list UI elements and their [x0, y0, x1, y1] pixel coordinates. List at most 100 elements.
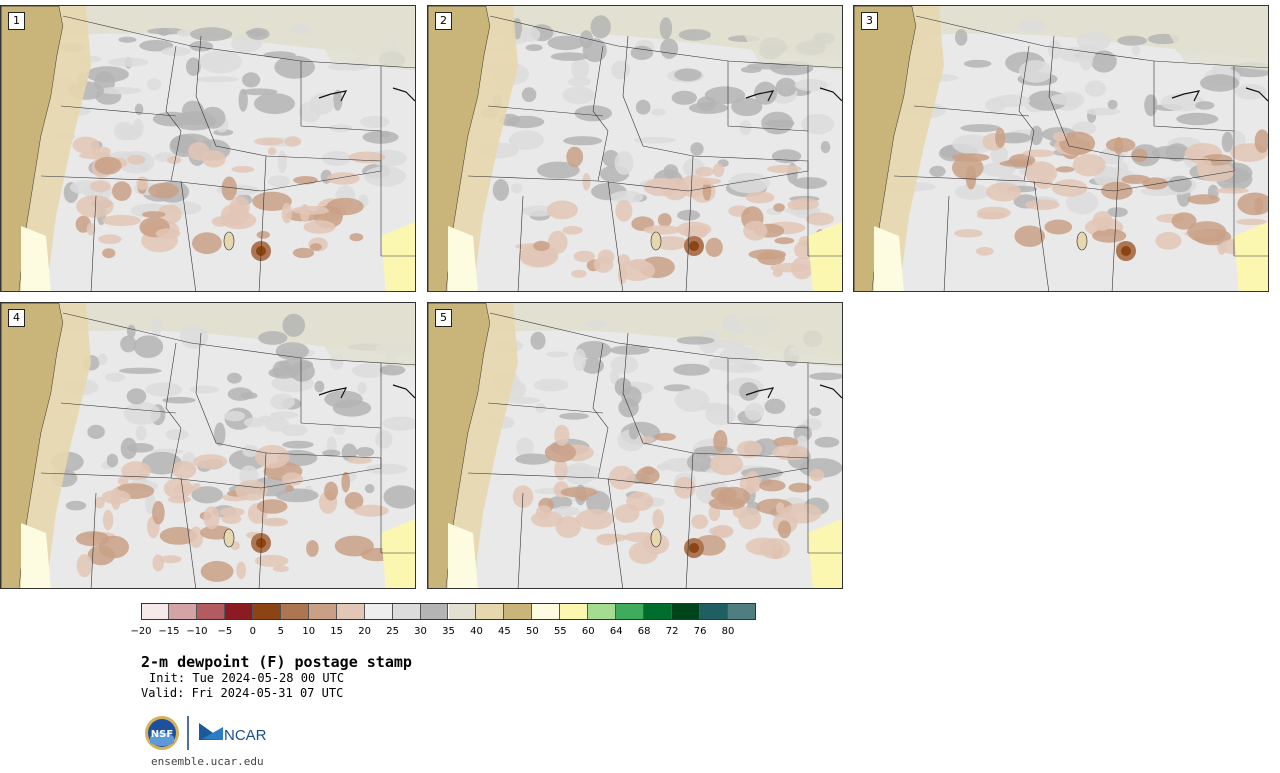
- state-boundary: [195, 35, 267, 157]
- colorbar-tick-label: −15: [158, 626, 180, 637]
- dewpoint-patch: [1171, 212, 1197, 230]
- dewpoint-patch: [546, 200, 578, 220]
- dewpoint-patch: [506, 115, 545, 129]
- lake: [223, 528, 235, 548]
- dewpoint-patch: [687, 452, 713, 472]
- dewpoint-patch: [659, 17, 673, 40]
- state-boundary: [487, 105, 604, 117]
- dewpoint-patch: [1176, 112, 1219, 126]
- dewpoint-patch: [535, 403, 546, 414]
- dewpoint-patch: [357, 382, 367, 395]
- dewpoint-patch: [663, 384, 691, 392]
- dewpoint-patch: [349, 233, 364, 242]
- dewpoint-patch: [190, 27, 233, 42]
- dewpoint-patch: [772, 444, 810, 461]
- state-boundary: [1018, 45, 1035, 182]
- dewpoint-patch: [1072, 154, 1106, 177]
- dewpoint-patch: [263, 51, 296, 59]
- region-fill: [301, 303, 415, 368]
- dewpoint-patch: [739, 120, 752, 136]
- dewpoint-patch: [814, 436, 840, 448]
- dewpoint-patch: [533, 378, 569, 392]
- dewpoint-patch: [1236, 218, 1267, 226]
- dewpoint-patch: [102, 509, 114, 531]
- state-boundary: [517, 492, 524, 588]
- dewpoint-patch: [695, 166, 714, 177]
- dewpoint-patch: [333, 89, 343, 111]
- dewpoint-patch: [1107, 207, 1128, 218]
- dewpoint-patch: [1048, 40, 1062, 60]
- dewpoint-patch: [1079, 49, 1093, 71]
- dewpoint-patch: [375, 430, 393, 449]
- lake: [650, 528, 662, 548]
- dewpoint-patch: [614, 151, 634, 175]
- dewpoint-patch: [573, 348, 587, 372]
- dewpoint-patch: [1168, 175, 1192, 193]
- colorbar-tick-label: 20: [358, 626, 371, 637]
- dewpoint-patch: [678, 29, 711, 41]
- dewpoint-patch: [281, 424, 308, 437]
- dewpoint-patch: [270, 393, 295, 410]
- dewpoint-patch: [820, 141, 831, 154]
- dewpoint-patch: [654, 236, 688, 251]
- dewpoint-patch: [203, 506, 220, 530]
- dewpoint-patch: [72, 136, 100, 154]
- dewpoint-patch: [254, 93, 295, 115]
- colorbar-cell: [448, 603, 477, 620]
- state-boundary: [165, 45, 182, 182]
- dewpoint-patch: [1084, 80, 1107, 97]
- dewpoint-patch: [626, 491, 654, 512]
- dewpoint-patch: [192, 483, 201, 490]
- moist-area: [1234, 221, 1268, 291]
- dewpoint-patch: [582, 173, 591, 191]
- state-boundary: [1111, 155, 1120, 291]
- state-boundary: [592, 45, 609, 182]
- map-panel-5: 5: [427, 302, 843, 589]
- dewpoint-patch: [351, 363, 389, 378]
- moist-area: [808, 221, 842, 291]
- dewpoint-patch: [963, 59, 992, 68]
- dry-core-center: [1121, 246, 1131, 256]
- dewpoint-patch: [281, 472, 303, 486]
- dewpoint-patch: [683, 225, 708, 240]
- dewpoint-patch: [739, 382, 759, 401]
- dewpoint-patch: [293, 176, 318, 185]
- dewpoint-patch: [242, 72, 261, 88]
- dry-core-center: [689, 241, 699, 251]
- dewpoint-patch: [227, 372, 242, 384]
- dewpoint-patch: [801, 113, 835, 135]
- dewpoint-patch: [189, 385, 220, 394]
- dewpoint-patch: [774, 237, 795, 245]
- dewpoint-patch: [1234, 84, 1267, 100]
- dewpoint-patch: [1254, 129, 1268, 153]
- dewpoint-patch: [782, 503, 822, 524]
- dewpoint-patch: [275, 488, 319, 503]
- dewpoint-patch: [954, 229, 983, 238]
- dewpoint-patch: [171, 460, 197, 479]
- dewpoint-patch: [1184, 148, 1203, 158]
- dewpoint-patch: [348, 151, 386, 164]
- dewpoint-patch: [1131, 148, 1148, 163]
- dewpoint-patch: [676, 336, 715, 345]
- dewpoint-patch: [775, 77, 797, 97]
- dewpoint-patch: [219, 507, 245, 517]
- state-boundary: [685, 155, 694, 291]
- dewpoint-patch: [112, 181, 132, 201]
- state-boundary: [607, 180, 624, 291]
- dewpoint-patch: [709, 452, 743, 476]
- dewpoint-patch: [120, 335, 137, 353]
- dewpoint-patch: [285, 485, 294, 492]
- dewpoint-patch: [1065, 190, 1099, 215]
- dewpoint-patch: [744, 402, 765, 421]
- dewpoint-patch: [147, 78, 161, 91]
- state-boundary: [60, 402, 177, 414]
- reservoir: [819, 384, 842, 399]
- dewpoint-patch: [98, 86, 142, 95]
- dewpoint-patch: [214, 422, 226, 446]
- colorbar-cell: [308, 603, 337, 620]
- dewpoint-patch: [108, 57, 149, 67]
- dewpoint-patch: [187, 142, 210, 161]
- dewpoint-patch: [126, 443, 154, 453]
- dewpoint-patch: [65, 500, 87, 511]
- dewpoint-patch: [231, 166, 255, 173]
